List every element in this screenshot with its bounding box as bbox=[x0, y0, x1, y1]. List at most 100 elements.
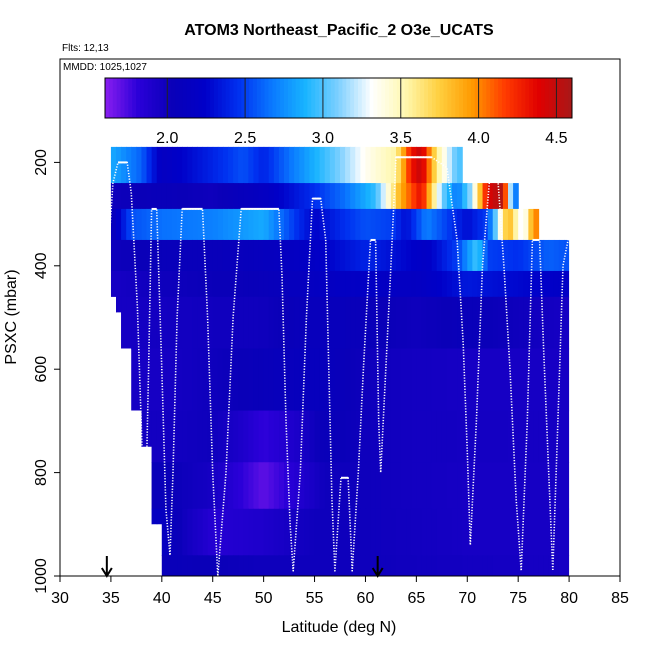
curtain-cell bbox=[233, 146, 239, 184]
curtain-cell bbox=[166, 508, 173, 556]
colorbar-swatch bbox=[377, 78, 382, 118]
colorbar-swatch bbox=[299, 78, 304, 118]
curtain-cell bbox=[401, 462, 407, 510]
curtain-cell bbox=[365, 296, 372, 350]
curtain-cell bbox=[177, 146, 183, 184]
curtain-cell bbox=[263, 183, 270, 210]
curtain-cell bbox=[141, 555, 148, 576]
curtain-cell bbox=[492, 239, 499, 272]
curtain-cell bbox=[538, 555, 545, 576]
colorbar-swatch bbox=[167, 78, 172, 118]
curtain-cell bbox=[518, 270, 524, 298]
y-tick-label: 400 bbox=[33, 252, 50, 279]
curtain-cell bbox=[355, 270, 361, 298]
curtain-cell bbox=[182, 183, 188, 210]
curtain-cell bbox=[497, 270, 504, 298]
colorbar-tick-label: 2.0 bbox=[156, 130, 178, 147]
colorbar-swatch bbox=[178, 78, 184, 118]
colorbar-tick-label: 4.0 bbox=[467, 130, 489, 147]
colorbar: 2.0 2.5 3.0 3.5 4.0 4.5 bbox=[104, 77, 573, 147]
curtain-cell bbox=[462, 348, 468, 412]
curtain-cell bbox=[462, 183, 468, 210]
curtain-cell bbox=[334, 508, 341, 556]
curtain-cell bbox=[492, 296, 499, 350]
colorbar-swatch bbox=[217, 78, 223, 118]
curtain-cell bbox=[446, 183, 453, 210]
curtain-cell bbox=[319, 462, 326, 510]
curtain-cell bbox=[497, 462, 504, 510]
curtain-cell bbox=[396, 146, 402, 184]
colorbar-swatch bbox=[330, 78, 336, 118]
curtain-cell bbox=[406, 555, 412, 576]
curtain-cell bbox=[110, 555, 117, 576]
curtain-cell bbox=[564, 410, 570, 463]
colorbar-swatch bbox=[373, 78, 378, 118]
curtain-cell bbox=[217, 270, 224, 298]
colorbar-swatch bbox=[163, 78, 168, 118]
colorbar-swatch bbox=[182, 78, 188, 118]
curtain-cell bbox=[110, 296, 117, 350]
curtain-cell bbox=[502, 348, 509, 412]
curtain-cell bbox=[243, 348, 249, 412]
curtain-cell bbox=[340, 208, 346, 241]
curtain-cell bbox=[553, 296, 560, 350]
curtain-cell bbox=[192, 239, 199, 272]
curtain-cell bbox=[355, 208, 361, 241]
curtain-cell bbox=[462, 555, 468, 576]
curtain-cell bbox=[452, 508, 458, 556]
curtain-cell bbox=[436, 270, 443, 298]
colorbar-swatch bbox=[147, 78, 153, 118]
curtain-cell bbox=[172, 239, 178, 272]
curtain-cell bbox=[431, 296, 438, 350]
curtain-cell bbox=[248, 555, 255, 576]
curtain-cell bbox=[452, 555, 458, 576]
curtain-cell bbox=[273, 508, 280, 556]
curtain-cell bbox=[467, 410, 473, 463]
curtain-cell bbox=[360, 239, 367, 272]
curtain-cell bbox=[370, 239, 377, 272]
curtain-cell bbox=[492, 410, 499, 463]
curtain-cell bbox=[187, 410, 193, 463]
colorbar-swatch bbox=[186, 78, 192, 118]
curtain-cell bbox=[182, 270, 188, 298]
curtain-cell bbox=[121, 146, 127, 184]
curtain-cell bbox=[299, 462, 305, 510]
curtain-cell bbox=[421, 348, 428, 412]
curtain-cell bbox=[151, 410, 158, 463]
curtain-cell bbox=[441, 146, 448, 184]
curtain-cell bbox=[350, 508, 356, 556]
curtain-cell bbox=[151, 555, 158, 576]
curtain-layer bbox=[110, 555, 570, 576]
curtain-cell bbox=[202, 270, 209, 298]
curtain-cell bbox=[426, 183, 433, 210]
plot-frame bbox=[59, 58, 621, 577]
curtain-cell bbox=[548, 296, 555, 350]
curtain-cell bbox=[426, 296, 433, 350]
curtain-layer bbox=[110, 146, 463, 184]
curtain-cell bbox=[217, 508, 224, 556]
curtain-cell bbox=[319, 348, 326, 412]
curtain-cell bbox=[151, 348, 158, 412]
curtain-cell bbox=[141, 208, 148, 241]
curtain-cell bbox=[151, 270, 158, 298]
colorbar-swatch bbox=[303, 78, 308, 118]
curtain-cell bbox=[492, 348, 499, 412]
colorbar-swatch bbox=[346, 78, 351, 118]
curtain-cell bbox=[253, 555, 260, 576]
curtain-cell bbox=[334, 410, 341, 463]
colorbar-swatch bbox=[552, 78, 557, 118]
curtain-cell bbox=[187, 508, 193, 556]
colorbar-swatch bbox=[560, 78, 565, 118]
curtain-cell bbox=[462, 296, 468, 350]
curtain-cell bbox=[411, 183, 417, 210]
curtain-cell bbox=[110, 239, 117, 272]
curtain-cell bbox=[197, 239, 204, 272]
curtain-cell bbox=[416, 462, 423, 510]
curtain-cell bbox=[126, 208, 132, 241]
curtain-cell bbox=[228, 508, 234, 556]
curtain-cell bbox=[228, 208, 234, 241]
curtain-cell bbox=[467, 348, 473, 412]
colorbar-swatch bbox=[112, 78, 118, 118]
curtain-cell bbox=[309, 208, 316, 241]
curtain-cell bbox=[355, 296, 361, 350]
